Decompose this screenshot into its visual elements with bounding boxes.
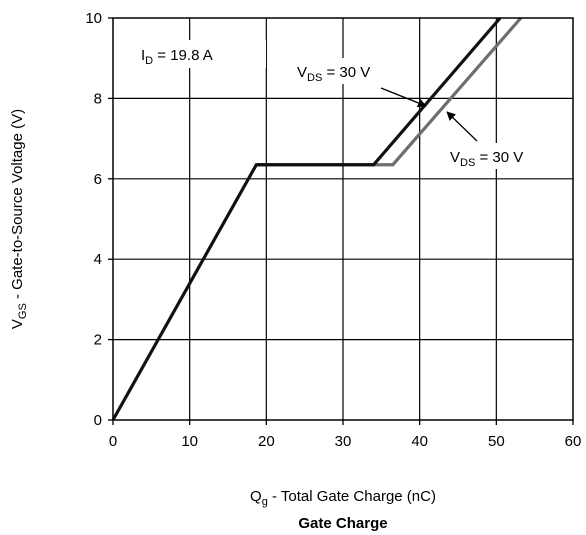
y-tick-label: 0: [94, 412, 102, 429]
annotation-drain-current: ID = 19.8 A: [141, 47, 213, 67]
y-tick-label: 4: [94, 251, 102, 268]
y-tick-label: 6: [94, 171, 102, 188]
grid-lines: [113, 18, 573, 420]
y-axis-ticks: 0 2 4 6 8 10: [85, 10, 113, 429]
vds-lower-label-background: [445, 143, 555, 169]
x-tick-label: 30: [335, 433, 352, 450]
annotation-vds-upper: VDS = 30 V: [297, 64, 370, 84]
series-line-0: [111, 16, 502, 421]
vds-upper-label-background: [292, 58, 400, 84]
id-label-background: [138, 40, 266, 68]
x-tick-label: 40: [411, 433, 428, 450]
series-lines: [111, 16, 523, 421]
annotation-vds-lower: VDS = 30 V: [450, 149, 523, 169]
x-axis-ticks: 0 10 20 30 40 50 60: [109, 420, 582, 450]
vds-upper-arrow: [380, 87, 427, 108]
x-tick-label: 60: [565, 433, 582, 450]
y-tick-label: 8: [94, 90, 102, 107]
chart-title: Gate Charge: [298, 515, 387, 532]
x-tick-label: 50: [488, 433, 505, 450]
x-tick-label: 20: [258, 433, 275, 450]
y-tick-label: 10: [85, 10, 102, 27]
x-tick-label: 10: [181, 433, 198, 450]
x-tick-label: 0: [109, 433, 117, 450]
x-axis-title: Qg - Total Gate Charge (nC): [250, 488, 436, 508]
y-axis-title: VGS - Gate-to-Source Voltage (V): [9, 109, 29, 329]
vds-lower-arrow: [446, 111, 478, 142]
y-tick-label: 2: [94, 332, 102, 349]
